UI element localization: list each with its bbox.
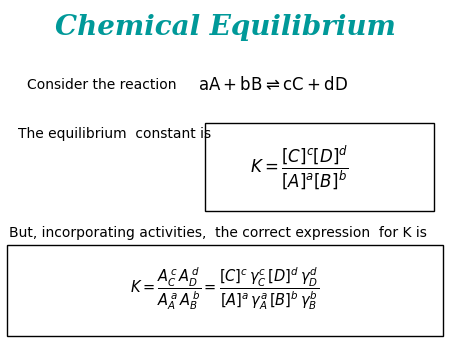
Text: $K = \dfrac{[C]^c[D]^d}{[A]^a[B]^b}$: $K = \dfrac{[C]^c[D]^d}{[A]^a[B]^b}$ <box>250 143 349 191</box>
Text: $K = \dfrac{A_C^{\,c}\, A_D^{\,d}}{A_A^{\,a}\, A_B^{\,b}} = \dfrac{[C]^c\, \gamm: $K = \dfrac{A_C^{\,c}\, A_D^{\,d}}{A_A^{… <box>130 266 320 312</box>
FancyBboxPatch shape <box>205 123 434 211</box>
FancyBboxPatch shape <box>7 245 443 336</box>
Text: Consider the reaction: Consider the reaction <box>27 78 176 92</box>
Text: But, incorporating activities,  the correct expression  for K is: But, incorporating activities, the corre… <box>9 226 427 240</box>
Text: $\mathrm{aA + bB} \rightleftharpoons \mathrm{cC+dD}$: $\mathrm{aA + bB} \rightleftharpoons \ma… <box>198 76 348 94</box>
Text: The equilibrium  constant is: The equilibrium constant is <box>18 127 211 141</box>
Text: Chemical Equilibrium: Chemical Equilibrium <box>54 14 396 41</box>
